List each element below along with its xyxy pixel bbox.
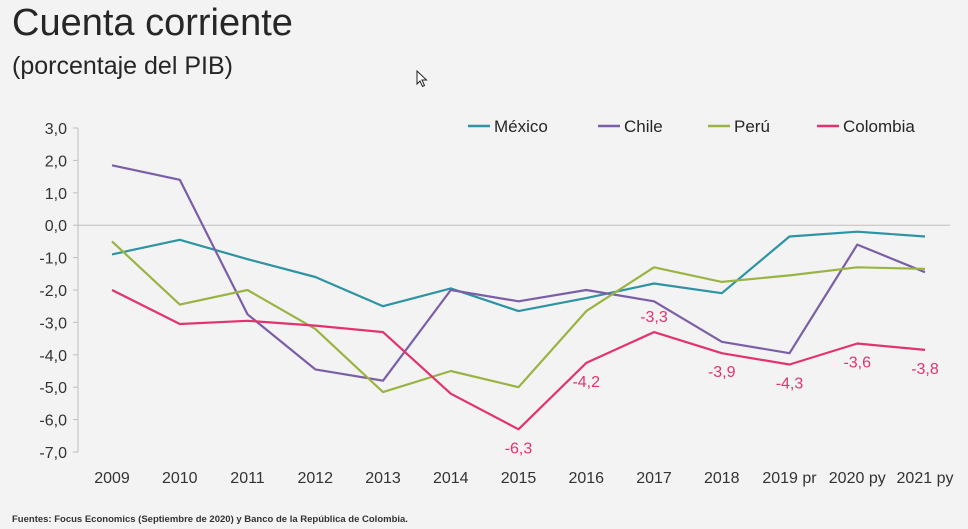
x-tick-label: 2014 — [433, 470, 469, 487]
chart-title: Cuenta corriente — [12, 2, 293, 44]
legend-label: México — [494, 117, 548, 136]
y-tick-label: 0,0 — [45, 218, 67, 235]
x-tick-label: 2017 — [636, 470, 672, 487]
x-tick-label: 2009 — [94, 470, 130, 487]
x-tick-label: 2016 — [568, 470, 604, 487]
series-line-perú — [111, 240, 926, 394]
data-label: -4,2 — [572, 374, 600, 391]
y-tick-label: 2,0 — [45, 153, 67, 170]
x-tick-label: 2018 — [704, 470, 740, 487]
chart-subtitle: (porcentaje del PIB) — [12, 52, 233, 80]
y-tick-label: -2,0 — [39, 283, 67, 300]
data-label: -4,3 — [776, 376, 804, 393]
chart-legend: México Chile Perú Colombia — [468, 117, 915, 136]
series-line-colombia — [111, 289, 926, 431]
data-label: -3,8 — [911, 361, 939, 378]
x-tick-label: 2020 py — [829, 470, 886, 487]
chart-data-labels: -6,3 -4,2 -3,3 -3,9 -4,3 -3,6 -3,8 — [505, 309, 939, 457]
x-tick-label: 2013 — [365, 470, 401, 487]
y-tick-label: 1,0 — [45, 186, 67, 203]
mouse-pointer-icon — [416, 69, 428, 93]
y-tick-label: -4,0 — [39, 348, 67, 365]
legend-label: Perú — [734, 117, 770, 136]
data-label: -3,3 — [640, 309, 668, 326]
series-line-méxico — [111, 230, 926, 313]
data-label: -3,6 — [843, 354, 871, 371]
y-tick-label: -1,0 — [39, 251, 67, 268]
x-tick-label: 2019 pr — [762, 470, 817, 487]
legend-label: Colombia — [843, 117, 915, 136]
x-tick-label: 2021 py — [897, 470, 954, 487]
data-label: -3,9 — [708, 364, 736, 381]
legend-label: Chile — [624, 117, 663, 136]
series-line-chile — [111, 164, 926, 382]
y-tick-label: -3,0 — [39, 315, 67, 332]
x-tick-label: 2010 — [162, 470, 198, 487]
chart-series — [111, 164, 926, 431]
y-tick-label: -6,0 — [39, 413, 67, 430]
x-tick-label: 2015 — [501, 470, 537, 487]
chart-axes: 3,0 2,0 1,0 0,0 -1,0 -2,0 -3,0 -4,0 -5,0 -6,0 -7,0… — [39, 121, 953, 487]
x-tick-label: 2011 — [230, 470, 265, 487]
y-tick-label: -7,0 — [39, 445, 67, 462]
data-label: -6,3 — [505, 440, 533, 457]
source-note: Fuentes: Focus Economics (Septiembre de … — [12, 514, 408, 525]
x-tick-label: 2012 — [297, 470, 333, 487]
y-tick-label: 3,0 — [45, 121, 67, 138]
y-tick-label: -5,0 — [39, 380, 67, 397]
